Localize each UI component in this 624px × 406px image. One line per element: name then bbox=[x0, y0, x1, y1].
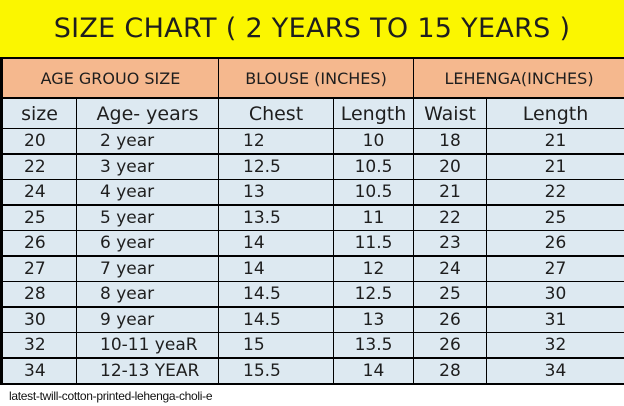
image-caption: latest-twill-cotton-printed-lehenga-chol… bbox=[0, 387, 624, 406]
column-header: Length bbox=[334, 99, 413, 128]
table-cell: 14.5 bbox=[219, 282, 333, 306]
table-cell: 20 bbox=[3, 129, 76, 153]
table-cell: 24 bbox=[414, 257, 486, 281]
table-cell: 34 bbox=[487, 359, 624, 383]
table-cell: 24 bbox=[3, 180, 76, 204]
size-chart-title: SIZE CHART ( 2 YEARS TO 15 YEARS ) bbox=[0, 0, 624, 57]
table-cell: 26 bbox=[3, 231, 76, 255]
table-cell: 25 bbox=[414, 282, 486, 306]
table-cell: 2 year bbox=[77, 129, 218, 153]
table-cell: 31 bbox=[487, 308, 624, 332]
column-header: Length bbox=[487, 99, 624, 128]
table-cell: 14 bbox=[219, 231, 333, 255]
table-cell: 25 bbox=[487, 206, 624, 230]
table-cell: 8 year bbox=[77, 282, 218, 306]
table-cell: 11.5 bbox=[334, 231, 413, 255]
table-cell: 22 bbox=[487, 180, 624, 204]
table-cell: 9 year bbox=[77, 308, 218, 332]
table-cell: 14 bbox=[334, 359, 413, 383]
table-cell: 5 year bbox=[77, 206, 218, 230]
column-header: Chest bbox=[219, 99, 333, 128]
table-cell: 20 bbox=[414, 155, 486, 179]
table-cell: 12 bbox=[334, 257, 413, 281]
table-cell: 27 bbox=[487, 257, 624, 281]
table-cell: 12 bbox=[219, 129, 333, 153]
table-cell: 12-13 YEAR bbox=[77, 359, 218, 383]
table-cell: 32 bbox=[3, 333, 76, 357]
table-cell: 18 bbox=[414, 129, 486, 153]
table-cell: 14.5 bbox=[219, 308, 333, 332]
table-cell: 15 bbox=[219, 333, 333, 357]
column-header: Waist bbox=[414, 99, 486, 128]
table-cell: 10-11 yeaR bbox=[77, 333, 218, 357]
table-cell: 25 bbox=[3, 206, 76, 230]
table-cell: 13 bbox=[219, 180, 333, 204]
table-cell: 7 year bbox=[77, 257, 218, 281]
table-cell: 10 bbox=[334, 129, 413, 153]
table-cell: 3 year bbox=[77, 155, 218, 179]
table-cell: 28 bbox=[3, 282, 76, 306]
table-cell: 6 year bbox=[77, 231, 218, 255]
table-cell: 11 bbox=[334, 206, 413, 230]
table-cell: 34 bbox=[3, 359, 76, 383]
table-cell: 32 bbox=[487, 333, 624, 357]
table-cell: 28 bbox=[414, 359, 486, 383]
table-cell: 21 bbox=[487, 155, 624, 179]
table-cell: 23 bbox=[414, 231, 486, 255]
table-cell: 15.5 bbox=[219, 359, 333, 383]
table-cell: 27 bbox=[3, 257, 76, 281]
table-cell: 22 bbox=[414, 206, 486, 230]
table-cell: 21 bbox=[414, 180, 486, 204]
table-cell: 14 bbox=[219, 257, 333, 281]
column-header: Age- years bbox=[77, 99, 218, 128]
size-chart-table: AGE GROUO SIZE BLOUSE (INCHES) LEHENGA(INC… bbox=[0, 57, 624, 385]
table-cell: 26 bbox=[414, 333, 486, 357]
table-cell: 12.5 bbox=[334, 282, 413, 306]
group-header: BLOUSE (INCHES) bbox=[219, 59, 413, 97]
table-cell: 26 bbox=[414, 308, 486, 332]
table-cell: 26 bbox=[487, 231, 624, 255]
table-cell: 13.5 bbox=[334, 333, 413, 357]
group-header: LEHENGA(INCHES) bbox=[414, 59, 624, 97]
table-cell: 4 year bbox=[77, 180, 218, 204]
table-cell: 10.5 bbox=[334, 180, 413, 204]
column-header: size bbox=[3, 99, 76, 128]
table-cell: 10.5 bbox=[334, 155, 413, 179]
table-cell: 30 bbox=[487, 282, 624, 306]
table-cell: 13 bbox=[334, 308, 413, 332]
table-cell: 21 bbox=[487, 129, 624, 153]
table-cell: 12.5 bbox=[219, 155, 333, 179]
table-cell: 13.5 bbox=[219, 206, 333, 230]
table-cell: 22 bbox=[3, 155, 76, 179]
group-header: AGE GROUO SIZE bbox=[3, 59, 218, 97]
table-cell: 30 bbox=[3, 308, 76, 332]
